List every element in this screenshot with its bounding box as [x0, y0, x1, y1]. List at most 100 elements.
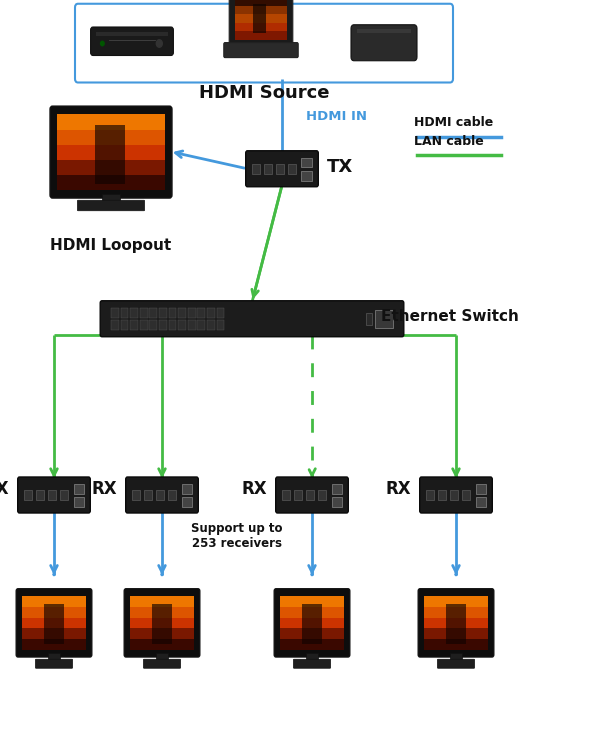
Bar	[426, 490, 434, 500]
Bar	[375, 310, 393, 328]
Bar	[280, 596, 344, 607]
Bar	[130, 607, 194, 617]
Bar	[178, 308, 186, 318]
Bar	[280, 607, 344, 617]
Bar	[188, 308, 196, 318]
Bar	[130, 308, 138, 318]
Text: RX: RX	[0, 480, 9, 498]
Text: TX: TX	[327, 158, 353, 176]
Bar	[60, 490, 68, 500]
Bar	[357, 29, 411, 33]
Bar	[307, 490, 314, 500]
Bar	[424, 596, 488, 607]
Bar	[140, 308, 148, 318]
Bar	[438, 490, 446, 500]
Bar	[301, 171, 312, 181]
FancyBboxPatch shape	[293, 659, 331, 668]
Bar	[462, 490, 470, 500]
Bar	[197, 308, 205, 318]
Bar	[130, 320, 138, 330]
Bar	[446, 604, 466, 644]
Bar	[217, 320, 224, 330]
Bar	[111, 308, 119, 318]
Bar	[283, 490, 290, 500]
Bar	[48, 490, 56, 500]
Bar	[130, 617, 194, 628]
Bar	[22, 617, 86, 628]
Bar	[182, 484, 193, 494]
Bar	[168, 490, 176, 500]
Bar	[121, 308, 128, 318]
Bar	[47, 653, 61, 661]
FancyBboxPatch shape	[274, 589, 350, 657]
Bar	[450, 490, 458, 500]
Bar	[57, 130, 165, 145]
Bar	[130, 639, 194, 650]
Bar	[289, 164, 296, 174]
Bar	[265, 164, 272, 174]
FancyBboxPatch shape	[77, 200, 145, 211]
Text: RX: RX	[385, 480, 411, 498]
Bar	[305, 653, 319, 661]
Bar	[235, 6, 287, 14]
Bar	[140, 320, 148, 330]
Bar	[74, 497, 84, 507]
Bar	[366, 313, 372, 325]
Bar	[280, 617, 344, 628]
Bar	[178, 320, 186, 330]
Bar	[424, 628, 488, 639]
FancyBboxPatch shape	[229, 0, 293, 46]
Bar	[476, 497, 487, 507]
Bar	[57, 115, 165, 190]
Bar	[155, 653, 169, 661]
Bar	[318, 490, 326, 500]
Bar	[449, 653, 463, 661]
Bar	[149, 308, 157, 318]
FancyBboxPatch shape	[276, 477, 348, 513]
Bar	[235, 22, 287, 32]
Bar	[74, 484, 84, 494]
Bar	[252, 164, 260, 174]
Circle shape	[101, 41, 104, 46]
Bar	[476, 484, 487, 494]
Bar	[182, 497, 193, 507]
Bar	[159, 308, 167, 318]
Bar	[207, 320, 215, 330]
Bar	[159, 320, 167, 330]
Circle shape	[156, 40, 162, 47]
FancyBboxPatch shape	[143, 659, 181, 668]
FancyBboxPatch shape	[96, 32, 168, 36]
Bar	[276, 164, 284, 174]
Bar	[280, 628, 344, 639]
Bar	[169, 308, 176, 318]
Bar	[302, 604, 322, 644]
FancyBboxPatch shape	[100, 301, 404, 337]
Text: RX: RX	[91, 480, 117, 498]
Bar	[22, 628, 86, 639]
FancyBboxPatch shape	[75, 4, 453, 82]
Text: LAN cable: LAN cable	[414, 135, 484, 148]
Bar	[424, 596, 488, 650]
Bar	[121, 320, 128, 330]
Bar	[197, 320, 205, 330]
Bar	[156, 490, 164, 500]
Bar	[24, 490, 32, 500]
FancyBboxPatch shape	[126, 477, 198, 513]
Bar	[149, 320, 157, 330]
Bar	[235, 32, 287, 40]
Text: RX: RX	[241, 480, 267, 498]
Bar	[22, 639, 86, 650]
FancyBboxPatch shape	[420, 477, 493, 513]
FancyBboxPatch shape	[437, 659, 475, 668]
Bar	[57, 160, 165, 175]
Bar	[22, 596, 86, 650]
Bar	[331, 484, 342, 494]
Bar	[280, 596, 344, 650]
Bar	[102, 194, 120, 202]
Text: Support up to
253 receivers: Support up to 253 receivers	[191, 522, 283, 550]
Bar	[424, 607, 488, 617]
Text: HDMI Loopout: HDMI Loopout	[50, 238, 172, 253]
Bar	[235, 0, 287, 6]
Bar	[424, 617, 488, 628]
Bar	[36, 490, 44, 500]
